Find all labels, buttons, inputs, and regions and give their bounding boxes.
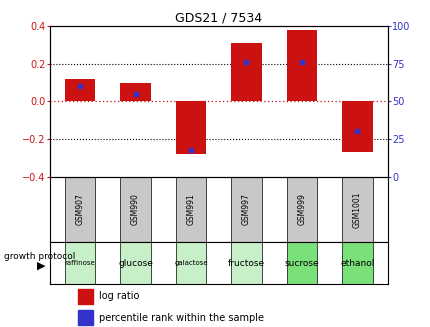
Text: GSM991: GSM991 (186, 193, 195, 225)
Text: ethanol: ethanol (339, 259, 374, 268)
Text: log ratio: log ratio (99, 291, 139, 301)
Bar (77, 289, 92, 303)
Bar (230, 242, 261, 284)
Text: GSM1001: GSM1001 (352, 191, 361, 228)
Bar (120, 242, 150, 284)
Text: galactose: galactose (174, 260, 207, 266)
Bar (175, 242, 206, 284)
Bar (341, 101, 372, 152)
Text: glucose: glucose (118, 259, 153, 268)
Bar (175, 101, 206, 154)
Bar (64, 242, 95, 284)
Title: GDS21 / 7534: GDS21 / 7534 (175, 12, 262, 25)
Bar (64, 79, 95, 101)
Text: raffinose: raffinose (64, 260, 95, 266)
Text: GSM990: GSM990 (131, 193, 140, 225)
Text: GSM907: GSM907 (75, 193, 84, 225)
Text: ▶: ▶ (37, 260, 45, 270)
Bar (120, 177, 150, 242)
Bar (341, 177, 372, 242)
Text: GSM999: GSM999 (297, 193, 306, 225)
Bar (120, 82, 150, 101)
Text: fructose: fructose (227, 259, 264, 268)
Bar (286, 177, 316, 242)
Bar (230, 43, 261, 101)
Text: growth protocol: growth protocol (4, 252, 76, 261)
Bar (286, 242, 316, 284)
Bar (230, 177, 261, 242)
Bar (341, 242, 372, 284)
Bar (64, 177, 95, 242)
Bar (175, 177, 206, 242)
Bar (77, 310, 92, 325)
Text: GSM997: GSM997 (241, 193, 250, 225)
Text: percentile rank within the sample: percentile rank within the sample (99, 313, 264, 323)
Text: sucrose: sucrose (284, 259, 319, 268)
Bar (286, 30, 316, 101)
